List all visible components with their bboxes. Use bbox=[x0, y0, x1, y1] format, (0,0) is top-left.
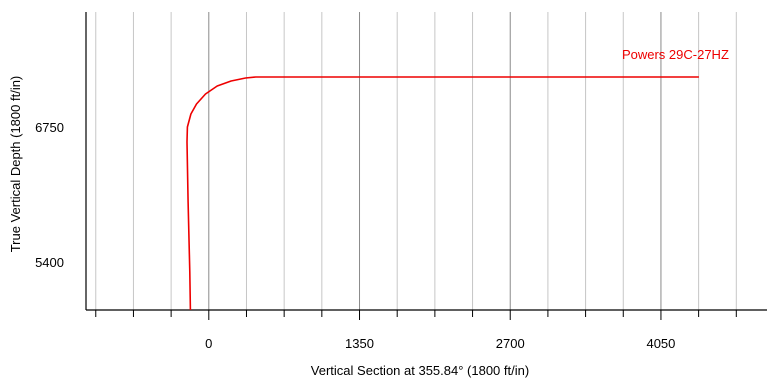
y-axis-label: True Vertical Depth (1800 ft/in) bbox=[8, 76, 23, 253]
x-tick-label: 1350 bbox=[345, 336, 374, 351]
axes bbox=[85, 12, 767, 311]
tick-marks bbox=[95, 310, 737, 320]
x-tick-label: 0 bbox=[205, 336, 212, 351]
series-lines bbox=[186, 76, 699, 311]
x-axis-label: Vertical Section at 355.84° (1800 ft/in) bbox=[311, 363, 529, 378]
grid bbox=[95, 12, 737, 310]
y-tick-label: 5400 bbox=[35, 255, 64, 270]
series-label: Powers 29C-27HZ bbox=[622, 47, 729, 62]
x-tick-label: 2700 bbox=[496, 336, 525, 351]
tick-labels: 0 1350 2700 4050 5400 6750 Powers 29C-27HZ bbox=[35, 47, 729, 351]
y-tick-label: 6750 bbox=[35, 120, 64, 135]
series-line bbox=[186, 76, 699, 311]
x-tick-label: 4050 bbox=[646, 336, 675, 351]
